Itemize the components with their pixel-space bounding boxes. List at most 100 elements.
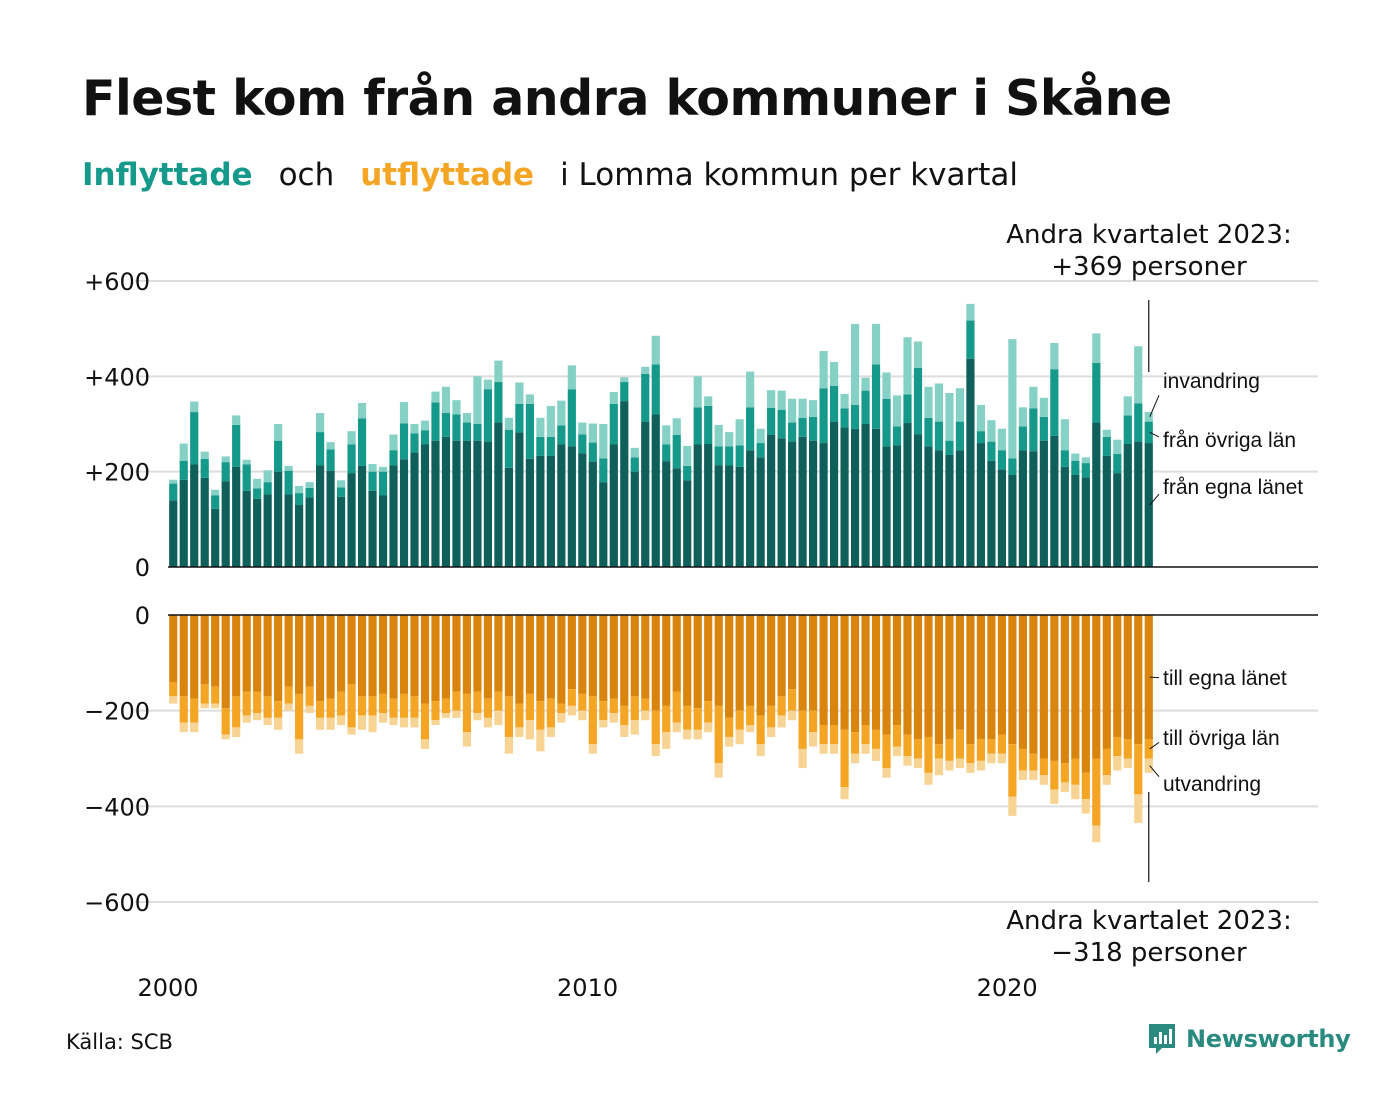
bar-out-own — [410, 615, 419, 697]
bar-in-other — [263, 482, 272, 495]
bar-out-other — [829, 725, 839, 745]
bar-out-emig — [515, 727, 524, 737]
bar-in-immig — [609, 392, 618, 404]
bar-in-immig — [284, 465, 293, 471]
bar-out-own — [326, 615, 335, 699]
bar-in-own — [504, 467, 513, 567]
bar-out-own — [913, 615, 923, 740]
bar-in-own — [399, 459, 409, 567]
bar-in-immig — [1113, 439, 1122, 455]
bar-in-other — [798, 417, 807, 437]
bar-in-own — [420, 444, 430, 567]
bar-in-immig — [704, 396, 713, 406]
bar-in-immig — [903, 337, 912, 395]
bar-out-emig — [295, 739, 304, 754]
bar-out-own — [756, 615, 765, 716]
bar-in-immig — [190, 401, 199, 413]
bar-in-own — [567, 446, 576, 567]
series-labels: invandring från övriga län från egna länet… — [1149, 370, 1303, 796]
bar-out-other — [777, 696, 786, 716]
bar-out-other — [588, 696, 597, 745]
bar-out-other — [599, 701, 608, 721]
bar-in-own — [452, 440, 461, 567]
bar-in-own — [221, 481, 230, 567]
bar-out-emig — [274, 717, 283, 730]
bar-in-own — [253, 498, 262, 567]
bar-in-other — [1123, 415, 1132, 445]
bar-out-other — [578, 693, 587, 711]
bar-out-other — [819, 725, 828, 745]
bar-in-other — [850, 404, 860, 429]
bar-out-other — [200, 684, 209, 704]
bar-in-immig — [1060, 419, 1069, 451]
bar-out-own — [609, 615, 618, 699]
bar-in-other — [683, 465, 692, 481]
bar-in-other — [966, 320, 975, 359]
bar-out-emig — [966, 763, 975, 773]
bar-out-emig — [809, 732, 818, 747]
bar-out-emig — [714, 763, 723, 778]
bar-in-other — [588, 442, 597, 462]
bar-out-other — [305, 686, 314, 706]
bar-in-other — [336, 487, 346, 497]
bar-out-emig — [378, 713, 388, 723]
bar-in-other — [295, 493, 304, 506]
bar-in-own — [200, 477, 209, 567]
bar-in-other — [976, 431, 986, 444]
bar-in-own — [336, 496, 346, 567]
bar-out-other — [945, 739, 954, 761]
bar-out-own — [431, 615, 440, 702]
bar-in-immig — [1039, 397, 1048, 417]
bar-out-own — [316, 615, 325, 702]
bar-in-immig — [945, 393, 954, 441]
bar-out-own — [473, 615, 482, 692]
newsworthy-logo[interactable]: Newsworthy — [1146, 1022, 1351, 1056]
top-y-tick-label: +600 — [84, 268, 150, 296]
bar-in-own — [347, 473, 356, 567]
bar-out-other — [179, 696, 188, 723]
bar-in-immig — [316, 413, 325, 433]
bottom-annotation-line1: Andra kvartalet 2023: — [1006, 906, 1291, 936]
bar-in-immig — [913, 341, 923, 368]
bar-out-own — [1050, 615, 1059, 761]
bar-out-emig — [494, 710, 503, 726]
subtitle-inflyttade: Inflyttade — [82, 157, 253, 193]
bar-out-other — [253, 691, 262, 714]
bar-in-other — [693, 407, 702, 445]
bar-in-immig — [955, 388, 965, 422]
bar-out-emig — [420, 739, 430, 749]
bar-in-own — [494, 422, 503, 567]
bar-in-immig — [431, 391, 440, 403]
bar-in-immig — [1081, 457, 1090, 464]
bar-in-own — [368, 490, 377, 567]
bar-in-own — [389, 465, 398, 567]
bar-out-other — [1071, 758, 1080, 785]
bar-in-other — [662, 444, 671, 462]
bar-in-own — [316, 465, 325, 567]
bar-in-immig — [274, 423, 283, 441]
bar-out-other — [494, 691, 503, 711]
bar-out-other — [955, 729, 965, 759]
bar-out-other — [263, 696, 272, 718]
top-y-tick-label: 0 — [135, 554, 150, 582]
bar-out-emig — [1144, 758, 1153, 773]
bar-in-other — [536, 436, 545, 456]
bar-in-own — [1081, 477, 1090, 567]
bar-in-immig — [504, 417, 513, 430]
bar-in-own — [211, 508, 220, 567]
bar-in-other — [892, 426, 902, 446]
bar-out-own — [987, 615, 996, 740]
bar-in-other — [420, 430, 430, 445]
bar-in-other — [462, 422, 472, 441]
bar-out-other — [483, 698, 493, 718]
bar-out-other — [1008, 744, 1017, 797]
bar-out-own — [1039, 615, 1048, 759]
bar-in-other — [441, 413, 451, 437]
bar-out-own — [232, 615, 241, 697]
bar-out-other — [662, 705, 671, 733]
bar-out-emig — [945, 760, 954, 771]
bar-out-other — [504, 696, 513, 737]
bar-out-other — [1050, 760, 1059, 790]
bar-out-emig — [767, 727, 776, 737]
bar-in-other — [861, 390, 870, 424]
